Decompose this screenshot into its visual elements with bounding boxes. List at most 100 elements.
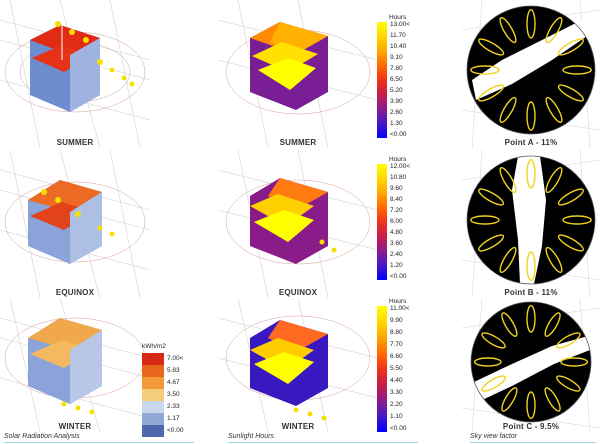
legend-color-bar: [377, 22, 387, 138]
radiation-panel-winter: WINTER: [0, 298, 150, 432]
legend-swatch: [142, 425, 164, 437]
sun-path-loop: [562, 65, 592, 75]
sun-path-loop: [478, 38, 505, 56]
sun-path-loop: [499, 167, 517, 194]
radiation-model-winter: [0, 298, 150, 432]
legend-tick-label: 10.80: [390, 174, 407, 181]
sunlight-model-winter: [218, 298, 378, 432]
legend-tick-label: 9.10: [390, 54, 403, 61]
legend-label: 7.00<: [167, 355, 184, 362]
skyview-fisheye-a: [462, 0, 600, 148]
legend-tick-label: 6.50: [390, 76, 403, 83]
skyview-panel-a: Point A - 11%: [462, 0, 600, 148]
legend-color-bar: [377, 306, 387, 432]
sun-path-loop: [556, 332, 581, 349]
legend-tick-label: 3.30: [390, 389, 403, 396]
legend-swatch: [142, 377, 164, 389]
season-label: WINTER: [281, 422, 315, 431]
sun-path-loop: [526, 251, 536, 281]
legend-label: 4.67: [167, 379, 180, 386]
legend-title: Hours: [389, 156, 407, 163]
sunlight-legend-equinox: Hours 12.00< 10.80 9.60 8.40 7.20 6.00 4.80 3.6…: [377, 156, 427, 284]
sun-path-loop: [557, 38, 584, 56]
sun-path-loop: [478, 188, 505, 206]
legend-tick-label: 3.90: [390, 98, 403, 105]
legend-tick-label: 4.40: [390, 377, 403, 384]
sun-path-loop: [526, 9, 536, 39]
caption-sunlight-hours: Sunlight Hours: [228, 433, 274, 440]
caption-solar-radiation: Solar Radiation Analysis: [4, 433, 80, 440]
legend-tick-label: <0.00: [390, 273, 407, 280]
legend-tick-label: 7.70: [390, 341, 403, 348]
sun-path-loop: [557, 234, 584, 252]
sun-path-loop: [557, 84, 584, 102]
radiation-model-equinox: [0, 150, 150, 298]
sun-path-loop: [501, 312, 518, 337]
season-label: SUMMER: [56, 138, 94, 147]
radiation-panel-equinox: EQUINOX: [0, 150, 150, 298]
legend-label: <0.00: [167, 427, 184, 434]
sun-path-loop: [562, 215, 592, 225]
sun-path-loop: [499, 246, 517, 273]
sun-path-loop: [499, 17, 517, 44]
sunlight-legend-summer: Hours 13.00< 11.70 10.40 9.10 7.80 6.50 5.20 3.…: [377, 14, 427, 142]
season-label: EQUINOX: [278, 288, 318, 297]
legend-tick-label: 1.20: [390, 262, 403, 269]
legend-swatch: [142, 389, 164, 401]
legend-swatch: [142, 353, 164, 365]
sun-path-loop: [478, 84, 505, 102]
sunlight-panel-summer: SUMMER: [218, 0, 378, 148]
skyview-panel-c: Point C - 9.5%: [462, 298, 600, 432]
legend-tick-label: 1.10: [390, 413, 403, 420]
legend-tick-label: <0.00: [390, 131, 407, 138]
legend-color-bar: [377, 164, 387, 280]
legend-swatch: [142, 401, 164, 413]
sun-path-loop: [544, 312, 561, 337]
legend-tick-label: 8.80: [390, 329, 403, 336]
sunlight-legend-winter: Hours 11.00< 9.90 8.80 7.70 6.60 5.50 4.40 3.30…: [377, 298, 427, 432]
legend-swatch: [142, 413, 164, 425]
legend-unit: kWh/m2: [142, 343, 166, 350]
sun-path-loop: [526, 391, 536, 420]
sun-path-loop: [526, 304, 536, 333]
legend-tick-label: 2.60: [390, 109, 403, 116]
legend-tick-label: 6.00: [390, 218, 403, 225]
sunlight-panel-winter: WINTER: [218, 298, 378, 432]
legend-tick-label: 2.20: [390, 401, 403, 408]
sun-path-loop: [545, 246, 563, 273]
legend-tick-label: 12.00<: [390, 163, 411, 170]
legend-tick-label: 11.70: [390, 32, 406, 39]
sun-path-loop: [526, 101, 536, 131]
legend-label: 3.50: [167, 391, 180, 398]
season-label: WINTER: [58, 422, 92, 431]
legend-tick-label: 4.80: [390, 229, 403, 236]
caption-underline: [4, 442, 194, 443]
season-label: SUMMER: [279, 138, 317, 147]
radiation-model-summer: [0, 0, 150, 148]
sky-point-label: Point C - 9.5%: [502, 422, 560, 431]
sun-path-loop: [560, 357, 589, 367]
legend-title: Hours: [389, 298, 407, 305]
sun-path-loop: [501, 387, 518, 412]
radiation-legend: kWh/m2 7.00< 5.83 4.67 3.50 2.33 1.17 <0.00: [142, 343, 202, 437]
legend-tick-label: 6.60: [390, 353, 403, 360]
legend-tick-label: 7.20: [390, 207, 403, 214]
caption-underline: [228, 442, 418, 443]
legend-tick-label: 2.40: [390, 251, 403, 258]
legend-tick-label: 11.00<: [390, 305, 410, 312]
skyview-fisheye-b: [462, 150, 600, 298]
legend-tick-label: 13.00<: [390, 21, 411, 28]
sun-path-loop: [545, 17, 563, 44]
legend-tick-label: 9.90: [390, 317, 403, 324]
legend-tick-label: 3.60: [390, 240, 403, 247]
radiation-panel-summer: SUMMER: [0, 0, 150, 148]
sun-path-loop: [470, 215, 500, 225]
legend-label: 1.17: [167, 415, 180, 422]
sky-point-label: Point A - 11%: [504, 138, 558, 147]
legend-title: Hours: [389, 14, 407, 21]
legend-swatch: [142, 365, 164, 377]
caption-sky-view-factor: Sky view factor: [470, 433, 518, 440]
legend-tick-label: 10.40: [390, 43, 407, 50]
sun-path-loop: [556, 375, 581, 392]
legend-tick-label: 7.80: [390, 65, 403, 72]
